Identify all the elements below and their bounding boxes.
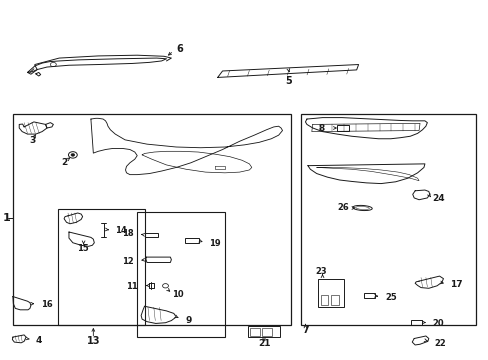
Bar [248,326,280,337]
Text: 8: 8 [318,123,325,132]
Text: 15: 15 [77,244,88,253]
Bar [262,328,271,336]
Bar [58,209,144,325]
Text: 21: 21 [257,339,270,348]
Text: 1: 1 [3,213,11,222]
Bar [363,293,374,298]
Text: 12: 12 [122,257,133,266]
Text: 24: 24 [431,194,444,203]
Bar [320,295,327,305]
Text: 25: 25 [384,293,396,302]
Circle shape [71,153,75,156]
Bar [410,320,421,325]
Bar [137,212,224,337]
Bar [317,279,344,307]
Text: 7: 7 [302,325,308,335]
Text: 17: 17 [449,280,462,289]
Text: 2: 2 [61,158,67,167]
Text: 6: 6 [176,45,183,54]
Bar [250,328,260,336]
Text: 20: 20 [431,319,443,328]
Text: 16: 16 [41,300,52,309]
Text: 14: 14 [115,226,126,235]
Text: 13: 13 [86,336,100,346]
Text: 11: 11 [126,282,138,291]
Text: 22: 22 [434,339,446,348]
Bar [13,114,290,325]
Text: 10: 10 [172,289,183,298]
Text: 4: 4 [36,336,42,345]
Text: 3: 3 [29,136,36,145]
Text: 23: 23 [315,267,326,276]
Bar [184,238,198,243]
Text: 19: 19 [209,239,221,248]
Bar [144,233,158,237]
Bar [336,126,348,131]
Bar [330,295,338,305]
Bar [300,114,475,325]
Text: 26: 26 [337,203,348,212]
Text: 18: 18 [122,229,133,238]
Text: 9: 9 [184,316,191,325]
Text: 5: 5 [285,76,291,86]
